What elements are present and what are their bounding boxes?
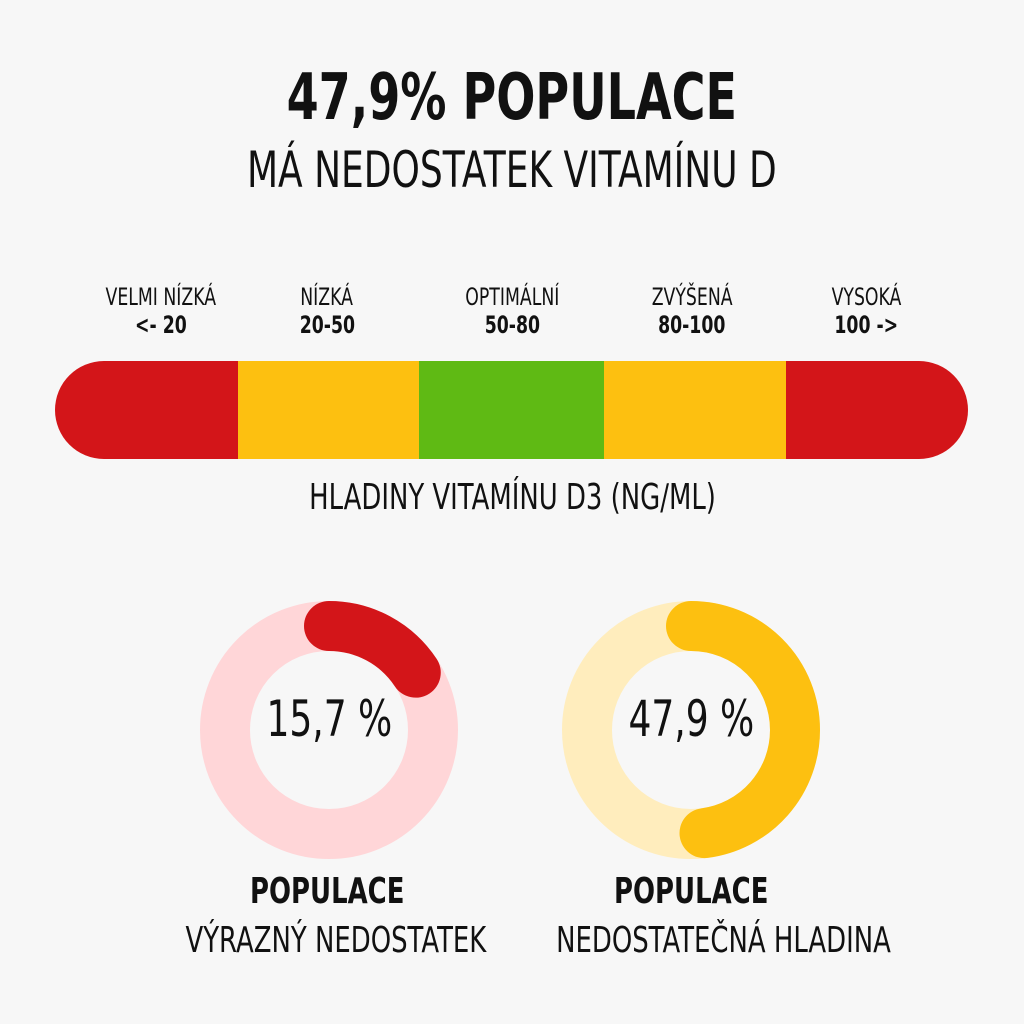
range-label-elevated: ZVÝŠENÁ 80-100 (582, 283, 802, 339)
scale-segment-high (786, 361, 968, 459)
donut-title-text: POPULACE (613, 871, 769, 912)
donut-title-severe: POPULACE (127, 872, 527, 912)
range-value: 50-80 (484, 311, 540, 339)
donut-chart-insufficient (562, 601, 820, 859)
donut-value-insufficient: 47,9 % (561, 684, 821, 754)
range-name: VELMI NÍZKÁ (105, 283, 217, 311)
donut-subtitle-insufficient: NEDOSTATEČNÁ HLADINA (491, 919, 891, 963)
range-name: NÍZKÁ (300, 283, 354, 311)
range-name: ZVÝŠENÁ (651, 283, 733, 311)
scale-segment-elevated (604, 361, 786, 459)
range-value: 20-50 (299, 311, 355, 339)
range-value: 80-100 (658, 311, 726, 339)
donut-subtitle-severe: VÝRAZNÝ NEDOSTATEK (127, 919, 527, 963)
chart-subtitle: MÁ NEDOSTATEK VITAMÍNU D (0, 140, 1024, 200)
donut-value-text: 15,7 % (266, 690, 392, 748)
donut-subtitle-text: VÝRAZNÝ NEDOSTATEK (185, 920, 487, 961)
range-label-very-low: VELMI NÍZKÁ <- 20 (51, 283, 271, 339)
scale-segment-optimal (419, 361, 604, 459)
range-name: OPTIMÁLNÍ (464, 283, 560, 311)
chart-subtitle-text: MÁ NEDOSTATEK VITAMÍNU D (247, 141, 777, 199)
scale-segment-low (238, 361, 419, 459)
donut-chart-severe (200, 601, 458, 859)
scale-caption: HLADINY VITAMÍNU D3 (NG/ML) (0, 476, 1024, 520)
donut-title-text: POPULACE (249, 871, 405, 912)
chart-title: 47,9% POPULACE (0, 62, 1024, 134)
chart-title-text: 47,9% POPULACE (286, 61, 738, 135)
scale-segment-very-low (55, 361, 238, 459)
range-label-high: VYSOKÁ 100 -> (756, 283, 976, 339)
range-label-low: NÍZKÁ 20-50 (217, 283, 437, 339)
range-label-optimal: OPTIMÁLNÍ 50-80 (402, 283, 622, 339)
donut-value-severe: 15,7 % (199, 684, 459, 754)
range-value: <- 20 (135, 311, 187, 339)
range-name: VYSOKÁ (831, 283, 901, 311)
scale-caption-text: HLADINY VITAMÍNU D3 (NG/ML) (308, 477, 716, 518)
donut-title-insufficient: POPULACE (491, 872, 891, 912)
donut-arc (200, 601, 458, 859)
vitamin-scale-bar (55, 361, 968, 459)
donut-arc (562, 601, 820, 859)
donut-value-text: 47,9 % (628, 690, 754, 748)
range-value: 100 -> (834, 311, 898, 339)
donut-subtitle-text: NEDOSTATEČNÁ HLADINA (556, 920, 891, 961)
